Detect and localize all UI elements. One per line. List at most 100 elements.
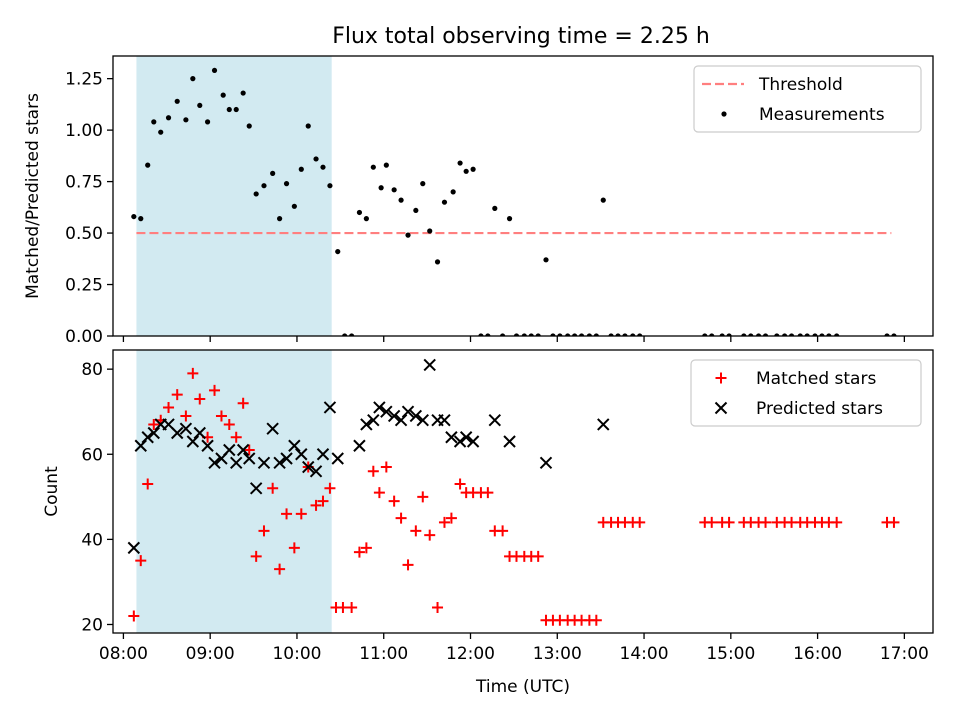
y-tick-label: 0.75 [65, 173, 103, 193]
y-tick-label: 80 [81, 360, 103, 380]
matched-stars-point [590, 614, 602, 626]
predicted-stars-point [179, 422, 193, 435]
measurement-point [158, 129, 164, 135]
x-tick-label: 08:00 [99, 644, 148, 664]
predicted-stars-point [230, 456, 243, 469]
measurement-point [298, 166, 304, 172]
matched-stars-point [373, 487, 385, 499]
measurement-point [363, 216, 369, 222]
predicted-stars-point [380, 405, 393, 418]
predicted-stars-point [193, 426, 206, 440]
plot-area [127, 358, 900, 626]
measurement-point [204, 119, 211, 125]
measurement-point [174, 98, 180, 104]
y-tick-label: 0.50 [65, 224, 103, 244]
measurement-point [165, 115, 172, 121]
matched-stars-point [634, 516, 646, 528]
predicted-stars-point [273, 456, 286, 469]
matched-stars-point [209, 384, 221, 396]
measurement-point [413, 207, 419, 214]
matched-stars-point [250, 550, 262, 562]
matched-stars-point [237, 397, 249, 409]
matched-stars-point [445, 512, 457, 524]
matched-stars-point [310, 499, 322, 511]
axes-frame [112, 55, 934, 337]
measurement-point [370, 164, 376, 170]
measurement-point [253, 191, 259, 197]
y-tick-label: 40 [81, 530, 103, 550]
predicted-stars-point [353, 439, 366, 452]
matched-stars-point [187, 367, 199, 379]
predicted-stars-point [295, 448, 308, 461]
matched-stars-point [367, 465, 379, 477]
matched-stars-point [163, 401, 175, 413]
measurement-point [470, 166, 476, 172]
predicted-stars-point [236, 443, 250, 457]
measurement-point [335, 248, 341, 255]
matched-stars-point [760, 516, 772, 528]
matched-stars-point [274, 563, 286, 575]
measurement-point [145, 162, 151, 168]
matched-stars-point [346, 601, 358, 613]
predicted-stars-point [597, 418, 610, 431]
legend-label: Matched stars [756, 369, 876, 389]
legend-label: Measurements [759, 105, 885, 125]
predicted-stars-point [394, 414, 408, 427]
legend: Threshold Measurements [693, 65, 922, 133]
measurement-point [457, 160, 463, 166]
predicted-stars-point [409, 409, 423, 423]
matched-stars-point [258, 525, 270, 537]
chart-title: Flux total observing time = 2.25 h [332, 24, 710, 49]
predicted-stars-point [539, 456, 553, 469]
predicted-stars-point [331, 452, 344, 465]
measurement-point [450, 189, 456, 195]
predicted-stars-point [323, 401, 337, 414]
y-tick-label: 1.25 [65, 70, 103, 90]
matched-stars-point [831, 516, 843, 528]
predicted-stars-point [208, 456, 221, 469]
x-tick-label: 14:00 [620, 644, 669, 664]
predicted-stars-point [127, 541, 141, 555]
matched-stars-point [288, 542, 300, 554]
matched-stars-point [424, 529, 436, 541]
predicted-stars-point [257, 456, 271, 469]
measurement-point [492, 205, 498, 211]
matched-stars-point [723, 516, 735, 528]
axes-frame [112, 349, 934, 634]
predicted-stars-point [243, 452, 256, 465]
predicted-stars-point [367, 414, 380, 427]
legend-measurements-swatch [721, 111, 727, 117]
matched-stars-point [454, 478, 466, 490]
matched-stars-point [438, 516, 450, 528]
matched-stars-point [230, 431, 242, 443]
observing-window-span [136, 350, 332, 633]
y-tick-label: 60 [81, 445, 103, 465]
measurement-point [356, 209, 363, 216]
predicted-stars-point [401, 405, 415, 418]
matched-stars-point [482, 487, 494, 499]
legend: Matched stars Predicted stars [690, 359, 922, 427]
matched-stars-point [417, 491, 429, 503]
matched-stars-point [135, 555, 147, 567]
measurement-point [506, 216, 513, 222]
predicted-stars-point [453, 435, 467, 448]
measurement-point [420, 181, 426, 187]
x-axis-label: Time (UTC) [475, 677, 570, 697]
predicted-stars-point [445, 431, 458, 444]
predicted-stars-point [360, 418, 373, 431]
measurement-point [270, 170, 276, 176]
measurement-point [131, 213, 137, 220]
measurement-point [138, 216, 144, 222]
matched-stars-point [497, 525, 509, 537]
y-tick-label: 20 [81, 615, 103, 635]
matched-stars-point [317, 495, 329, 507]
predicted-stars-point [387, 409, 401, 423]
predicted-stars-point [186, 435, 200, 448]
matched-stars-point [324, 482, 336, 494]
matched-stars-point [148, 418, 160, 430]
y-tick-label: 0.00 [65, 327, 103, 347]
measurement-point [391, 187, 397, 193]
measurement-point [463, 168, 469, 174]
predicted-stars-point [503, 435, 516, 448]
measurement-point [320, 164, 326, 170]
